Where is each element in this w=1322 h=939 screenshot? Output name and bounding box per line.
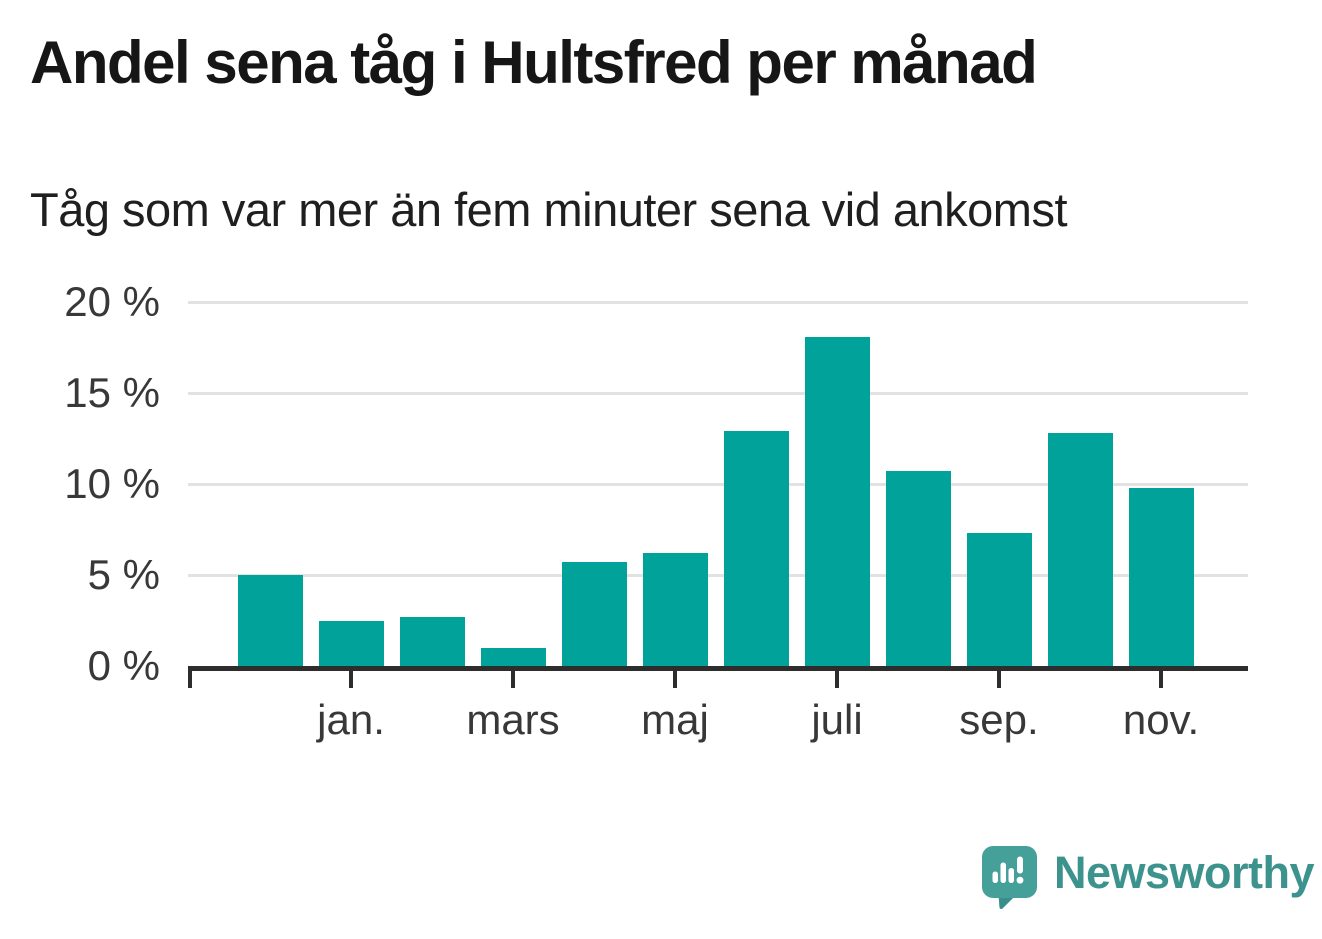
bar-juli: [804, 336, 870, 666]
bar-juni: [723, 431, 789, 666]
gridline-15: [188, 392, 1248, 395]
x-tick-label-jan.: jan.: [317, 696, 385, 743]
bar-apr.: [561, 562, 627, 666]
x-axis-line: [188, 666, 1248, 671]
x-tick-label-mars: mars: [466, 696, 560, 743]
x-tick-maj: [673, 671, 677, 688]
bar-aug.: [885, 471, 951, 666]
chart-subtitle: Tåg som var mer än fem minuter sena vid …: [30, 183, 1068, 236]
y-tick-label-0: 0 %: [87, 642, 160, 689]
bar-feb.: [399, 616, 465, 666]
x-tick-label-juli: juli: [811, 696, 863, 743]
x-tick-label-nov.: nov.: [1122, 696, 1200, 743]
x-tick-jan.: [349, 671, 353, 688]
x-tick-sep.: [997, 671, 1001, 688]
newsworthy-logo-icon: [982, 846, 1037, 909]
bar-maj: [642, 553, 708, 666]
bar-mars: [480, 647, 546, 666]
bar-jan.: [318, 620, 384, 666]
axis-endcap-tick: [188, 671, 192, 688]
x-tick-mars: [511, 671, 515, 688]
brand-footer: Newsworthy: [980, 845, 1315, 909]
x-tick-label-sep.: sep.: [959, 696, 1039, 743]
x-tick-label-maj: maj: [641, 696, 709, 743]
gridline-5: [188, 574, 1248, 577]
y-tick-label-15: 15 %: [64, 369, 160, 416]
gridline-10: [188, 483, 1248, 486]
bar-nov.: [1128, 487, 1194, 666]
bar-dec.: [237, 575, 303, 666]
y-tick-label-20: 20 %: [64, 278, 160, 325]
y-tick-label-10: 10 %: [64, 460, 160, 507]
bar-okt.: [1047, 433, 1113, 666]
chart-title: Andel sena tåg i Hultsfred per månad: [30, 29, 1038, 96]
gridline-20: [188, 301, 1248, 304]
bar-chart-plot-area: [188, 301, 1248, 688]
y-tick-label-5: 5 %: [87, 551, 160, 598]
x-tick-nov.: [1159, 671, 1163, 688]
brand-name: Newsworthy: [1054, 847, 1315, 898]
bar-sep.: [966, 533, 1032, 666]
x-tick-juli: [835, 671, 839, 688]
